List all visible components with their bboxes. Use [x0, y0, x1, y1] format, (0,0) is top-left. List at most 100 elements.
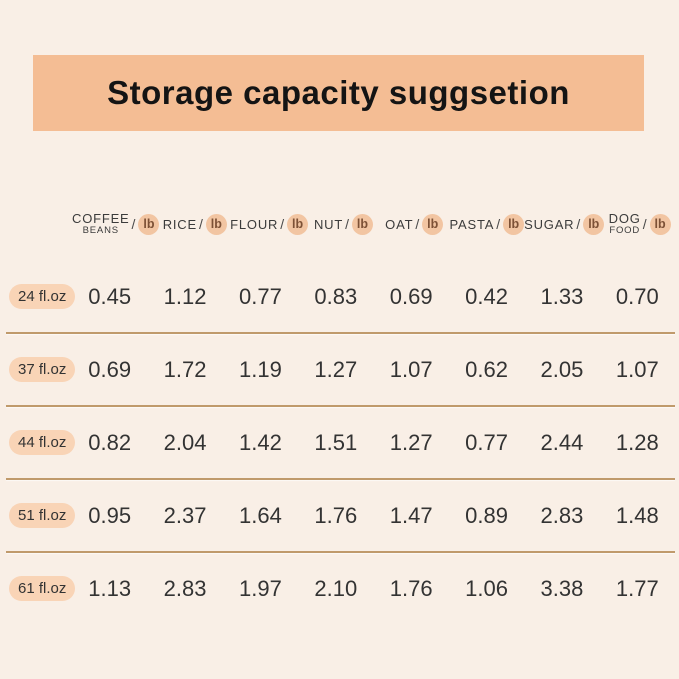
value-cell: 2.37 [163, 502, 207, 528]
value-cell: 0.45 [88, 283, 132, 309]
value-cell: 2.05 [540, 356, 584, 382]
column-header-pasta: PASTA / lb [450, 213, 525, 235]
column-header-coffee-beans: COFFEE BEANS / lb [72, 212, 160, 236]
value-cell: 1.97 [239, 575, 282, 601]
column-header-sugar: SUGAR / lb [524, 213, 605, 235]
row-label-cell: 44 fl.oz [6, 430, 76, 455]
unit-separator: / [198, 216, 203, 232]
value-cell: 0.42 [465, 283, 508, 309]
column-label-stack: NUT [314, 218, 343, 231]
value-cell: 1.27 [314, 356, 358, 382]
column-label: SUGAR [524, 216, 575, 232]
value-cell: 1.12 [163, 283, 207, 309]
table-row-51floz: 51 fl.oz 0.95 2.37 1.64 1.76 1.47 0.89 2… [6, 480, 675, 551]
size-badge: 37 fl.oz [9, 357, 76, 382]
column-sublabel: FOOD [609, 225, 640, 237]
unit-separator: / [280, 216, 285, 232]
size-badge: 24 fl.oz [9, 284, 76, 309]
value-cell: 1.72 [163, 356, 207, 382]
row-label-cell: 37 fl.oz [6, 357, 76, 382]
value-cell: 1.76 [314, 502, 358, 528]
capacity-table: COFFEE BEANS / lb RICE / lb FLOUR [6, 195, 675, 624]
column-label-stack: RICE [163, 218, 197, 231]
unit-separator: / [496, 216, 501, 232]
value-cell: 0.62 [465, 356, 508, 382]
value-cell: 1.13 [88, 575, 132, 601]
value-cell: 0.77 [239, 283, 282, 309]
column-label-stack: FLOUR [230, 218, 278, 231]
unit-badge: lb [422, 213, 444, 235]
size-badge: 51 fl.oz [9, 503, 76, 528]
column-label: COFFEE [72, 211, 130, 227]
row-label-cell: 24 fl.oz [6, 284, 76, 309]
unit-separator: / [345, 216, 349, 232]
column-label: DOG [608, 211, 641, 227]
column-sublabel: BEANS [82, 225, 119, 237]
column-label-stack: OAT [385, 218, 413, 231]
table-row-44floz: 44 fl.oz 0.82 2.04 1.42 1.51 1.27 0.77 2… [6, 407, 675, 478]
column-label: PASTA [449, 216, 495, 232]
column-label: OAT [385, 216, 414, 232]
value-cell: 1.07 [615, 356, 659, 382]
unit-badge: lb [503, 213, 525, 235]
table-body: 24 fl.oz 0.45 1.12 0.77 0.83 0.69 0.42 1… [6, 261, 675, 624]
unit-separator: / [131, 216, 136, 232]
value-cell: 1.07 [389, 356, 433, 382]
unit-badge: lb [287, 213, 309, 235]
unit-badge: lb [205, 213, 227, 235]
size-badge: 44 fl.oz [9, 430, 76, 455]
row-divider [6, 405, 675, 407]
value-cell: 2.83 [540, 502, 584, 528]
column-label-stack: DOG FOOD [609, 212, 641, 236]
unit-separator: / [576, 216, 581, 232]
table-header-row: COFFEE BEANS / lb RICE / lb FLOUR [6, 195, 675, 253]
page-title: Storage capacity suggsetion [107, 74, 570, 111]
value-cell: 1.19 [239, 356, 282, 382]
unit-badge: lb [583, 213, 605, 235]
column-label: FLOUR [230, 216, 279, 232]
table-row-37floz: 37 fl.oz 0.69 1.72 1.19 1.27 1.07 0.62 2… [6, 334, 675, 405]
column-label-stack: COFFEE BEANS [72, 212, 130, 236]
column-label: RICE [162, 216, 197, 232]
value-cell: 1.77 [615, 575, 659, 601]
value-cell: 1.33 [540, 283, 584, 309]
unit-separator: / [642, 216, 647, 232]
value-cell: 1.28 [615, 429, 659, 455]
value-cell: 3.38 [540, 575, 584, 601]
value-cell: 2.10 [314, 575, 358, 601]
unit-badge: lb [351, 213, 373, 235]
row-divider [6, 332, 675, 334]
column-label-stack: PASTA [450, 218, 495, 231]
value-cell: 1.48 [615, 502, 659, 528]
value-cell: 0.77 [465, 429, 508, 455]
value-cell: 0.82 [88, 429, 132, 455]
value-cell: 1.42 [239, 429, 282, 455]
value-cell: 1.76 [389, 575, 433, 601]
column-header-rice: RICE / lb [159, 213, 230, 235]
value-cell: 1.51 [314, 429, 358, 455]
value-cell: 0.70 [615, 283, 659, 309]
table-row-61floz: 61 fl.oz 1.13 2.83 1.97 2.10 1.76 1.06 3… [6, 553, 675, 624]
unit-badge: lb [138, 213, 160, 235]
value-cell: 0.69 [389, 283, 433, 309]
row-label-cell: 51 fl.oz [6, 503, 76, 528]
value-cell: 1.47 [389, 502, 433, 528]
unit-badge: lb [649, 213, 671, 235]
row-divider [6, 551, 675, 553]
column-label: NUT [313, 216, 344, 232]
value-cell: 0.95 [88, 502, 132, 528]
size-badge: 61 fl.oz [9, 576, 76, 601]
value-cell: 0.83 [314, 283, 358, 309]
value-cell: 1.64 [239, 502, 282, 528]
row-label-cell: 61 fl.oz [6, 576, 76, 601]
value-cell: 2.04 [163, 429, 207, 455]
column-header-flour: FLOUR / lb [230, 213, 309, 235]
column-label-stack: SUGAR [524, 218, 574, 231]
title-banner: Storage capacity suggsetion [33, 55, 644, 131]
column-header-nut: NUT / lb [308, 213, 379, 235]
value-cell: 2.83 [163, 575, 207, 601]
value-cell: 1.06 [465, 575, 508, 601]
unit-separator: / [415, 216, 420, 232]
column-header-dog-food: DOG FOOD / lb [604, 212, 675, 236]
